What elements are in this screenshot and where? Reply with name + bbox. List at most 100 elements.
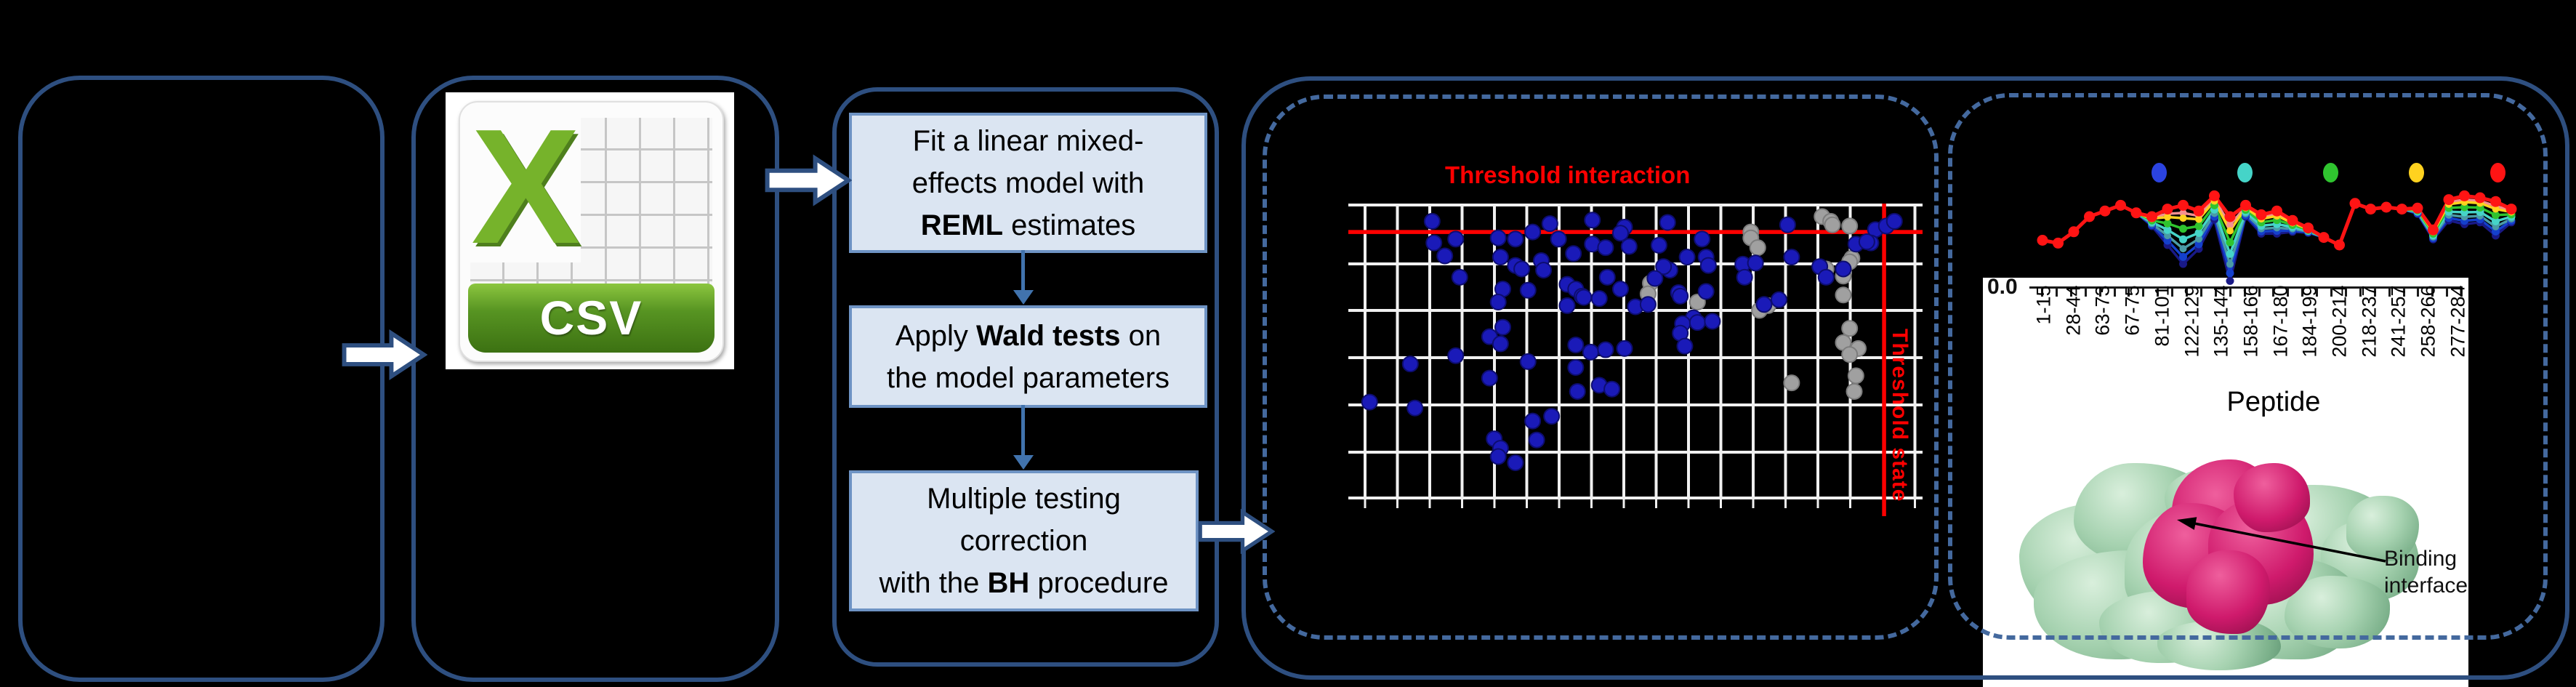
x-axis-tick xyxy=(2128,289,2130,297)
flowbox-line: the model parameters xyxy=(886,361,1170,394)
scatter-point-blue-points xyxy=(1558,297,1576,314)
line-marker-turquoise xyxy=(2179,235,2187,244)
x-axis-line xyxy=(2029,286,2463,289)
line-marker-red xyxy=(2505,204,2517,215)
scatter-point-blue-points xyxy=(1451,268,1468,286)
connector-arrowhead-2 xyxy=(1013,455,1034,470)
line-marker-cadet-blue xyxy=(2492,222,2500,230)
legend-dot-3 xyxy=(2409,163,2424,182)
x-axis-tick xyxy=(2157,289,2160,297)
flowbox-line: REML estimates xyxy=(920,209,1136,241)
scatter-point-blue-points xyxy=(1620,238,1638,255)
x-axis-tick xyxy=(2330,289,2333,297)
x-axis-tick xyxy=(2229,289,2231,297)
x-axis-tick xyxy=(2113,289,2116,297)
scatter-point-blue-points xyxy=(1528,431,1545,449)
csv-file-icon: X CSV xyxy=(446,92,734,369)
scatter-point-blue-points xyxy=(1597,239,1614,257)
scatter-point-blue-points xyxy=(1492,335,1509,353)
scatter-point-blue-points xyxy=(1655,258,1673,276)
scatter-point-gray-points xyxy=(1783,374,1800,392)
x-axis-tick xyxy=(2186,289,2188,297)
line-marker-yellow xyxy=(2492,205,2500,213)
binding-interface-label: Binding interface xyxy=(2384,547,2468,598)
line-marker-red xyxy=(2240,199,2251,211)
line-marker-yellow xyxy=(2179,214,2187,222)
scatter-point-blue-points xyxy=(1489,294,1507,311)
scatter-point-blue-points xyxy=(1699,257,1717,274)
x-axis-tick xyxy=(2359,289,2362,297)
x-axis-tick xyxy=(2388,289,2391,297)
line-marker-red xyxy=(2271,205,2282,217)
x-axis-tick xyxy=(2402,289,2405,297)
legend-dot-1 xyxy=(2237,163,2253,182)
x-axis-tick xyxy=(2460,289,2463,297)
scatter-point-blue-points xyxy=(1507,230,1524,248)
line-marker-red xyxy=(2099,205,2111,217)
x-axis-tick xyxy=(2272,289,2275,297)
scatter-point-blue-points xyxy=(1406,399,1424,417)
scatter-point-blue-points xyxy=(1694,230,1711,248)
line-marker-red xyxy=(2474,192,2486,204)
scatter-point-blue-points xyxy=(1689,314,1706,332)
line-marker-green xyxy=(2179,225,2187,233)
line-marker-red xyxy=(2380,201,2392,213)
scatter-point-blue-points xyxy=(1519,353,1537,370)
scatter-point-blue-points xyxy=(1885,212,1903,230)
line-marker-red xyxy=(2412,202,2423,214)
line-marker-yellow xyxy=(2164,213,2171,221)
flowbox-line: with the BH procedure xyxy=(879,567,1169,599)
x-axis-title: Peptide xyxy=(2226,387,2321,417)
x-axis-tick xyxy=(2316,289,2319,297)
flowbox-line: correction xyxy=(959,525,1088,557)
scatter-point-blue-points xyxy=(1611,281,1629,298)
legend-dot-4 xyxy=(2490,163,2505,182)
x-axis-tick xyxy=(2373,289,2376,297)
x-axis-tick xyxy=(2417,289,2420,297)
line-marker-navy xyxy=(2179,260,2187,268)
line-marker-red xyxy=(2178,199,2189,211)
line-marker-cadet-blue xyxy=(2179,245,2187,253)
line-marker-red xyxy=(2053,237,2064,249)
arrow-input-to-csv xyxy=(342,329,427,380)
line-marker-blue xyxy=(2179,252,2187,261)
scatter-point-blue-points xyxy=(1817,268,1835,286)
scatter-point-blue-points xyxy=(1611,225,1629,242)
scatter-point-blue-points xyxy=(1492,249,1509,266)
scatter-point-blue-points xyxy=(1513,260,1531,278)
x-axis-tick xyxy=(2446,289,2449,297)
x-axis-tick xyxy=(2344,289,2347,297)
flowbox-line: effects model with xyxy=(911,166,1145,199)
scatter-point-blue-points xyxy=(1401,355,1419,373)
scatter-point-blue-points xyxy=(1597,341,1614,358)
x-axis-tick xyxy=(2199,289,2202,297)
line-marker-red xyxy=(2303,222,2314,234)
line-marker-red xyxy=(2428,224,2439,236)
scatter-point-blue-points xyxy=(1543,408,1561,425)
x-axis-tick xyxy=(2142,289,2145,297)
scatter-point-blue-points xyxy=(1603,380,1621,398)
line-marker-cadet-blue xyxy=(2226,260,2234,268)
scatter-point-gray-points xyxy=(1847,367,1864,385)
x-axis-tick xyxy=(2431,289,2434,297)
scatter-point-gray-points xyxy=(1841,320,1859,337)
scatter-point-blue-points xyxy=(1678,249,1696,266)
line-marker-red xyxy=(2115,199,2126,211)
line-marker-red xyxy=(2255,209,2267,220)
scatter-point-blue-points xyxy=(1567,337,1585,354)
x-axis-tick xyxy=(2214,289,2217,297)
excel-x-letter: X xyxy=(471,101,581,278)
x-axis-tick xyxy=(2243,289,2246,297)
panel-statistics-pipeline xyxy=(832,87,1219,667)
line-marker-red xyxy=(2193,205,2205,217)
flowbox-line: Multiple testing xyxy=(927,483,1121,515)
line-marker-turquoise xyxy=(2163,225,2172,234)
scatter-point-blue-points xyxy=(1489,448,1507,465)
line-marker-cadet-blue xyxy=(2164,232,2171,240)
line-marker-red xyxy=(2037,235,2048,246)
line-marker-red xyxy=(2130,207,2142,219)
legend-dot-2 xyxy=(2323,163,2338,182)
scatter-point-blue-points xyxy=(1447,230,1465,248)
connector-line-2 xyxy=(1021,405,1025,456)
